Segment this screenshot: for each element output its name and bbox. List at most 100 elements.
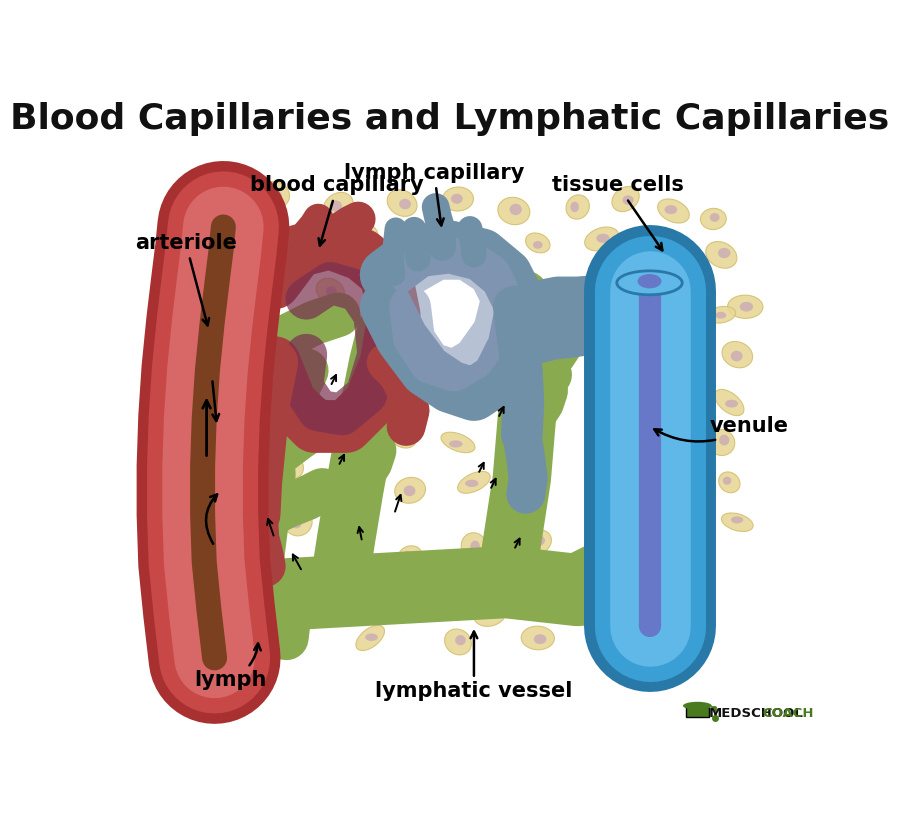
Ellipse shape	[526, 233, 550, 253]
Ellipse shape	[695, 469, 703, 478]
Ellipse shape	[633, 446, 646, 454]
Ellipse shape	[652, 238, 664, 246]
Ellipse shape	[723, 477, 732, 485]
Ellipse shape	[248, 573, 257, 581]
Ellipse shape	[340, 532, 350, 540]
Ellipse shape	[316, 278, 345, 304]
Ellipse shape	[346, 223, 378, 248]
Ellipse shape	[686, 464, 709, 485]
Ellipse shape	[598, 582, 622, 606]
Ellipse shape	[598, 620, 621, 640]
Ellipse shape	[174, 390, 207, 415]
Ellipse shape	[205, 382, 219, 391]
Ellipse shape	[455, 635, 466, 645]
Ellipse shape	[597, 233, 609, 243]
Ellipse shape	[672, 520, 706, 541]
Ellipse shape	[445, 629, 472, 655]
Ellipse shape	[616, 271, 682, 295]
Ellipse shape	[700, 209, 726, 229]
Ellipse shape	[199, 424, 210, 431]
Ellipse shape	[387, 190, 417, 216]
Ellipse shape	[644, 233, 672, 252]
Ellipse shape	[248, 248, 257, 257]
Ellipse shape	[449, 441, 463, 447]
Ellipse shape	[198, 375, 231, 398]
Ellipse shape	[220, 613, 249, 639]
Ellipse shape	[524, 530, 552, 554]
Ellipse shape	[266, 406, 298, 431]
Ellipse shape	[323, 192, 354, 222]
Ellipse shape	[277, 454, 303, 478]
Ellipse shape	[189, 446, 202, 456]
Ellipse shape	[465, 479, 479, 487]
Ellipse shape	[415, 601, 437, 620]
Text: lymph: lymph	[194, 644, 266, 691]
Ellipse shape	[718, 472, 740, 493]
Ellipse shape	[658, 199, 689, 223]
Ellipse shape	[607, 588, 616, 598]
Ellipse shape	[508, 426, 536, 451]
Ellipse shape	[624, 511, 637, 520]
Ellipse shape	[441, 432, 475, 453]
Ellipse shape	[585, 227, 618, 251]
Ellipse shape	[247, 309, 271, 337]
Ellipse shape	[471, 540, 480, 552]
Ellipse shape	[498, 197, 530, 224]
Ellipse shape	[284, 508, 312, 536]
Ellipse shape	[715, 389, 744, 416]
Ellipse shape	[212, 549, 224, 557]
Ellipse shape	[457, 471, 490, 493]
Ellipse shape	[449, 228, 483, 250]
Ellipse shape	[731, 516, 743, 523]
Ellipse shape	[534, 634, 546, 644]
Ellipse shape	[535, 535, 545, 545]
Ellipse shape	[619, 319, 628, 328]
Ellipse shape	[284, 630, 295, 640]
Ellipse shape	[672, 311, 685, 321]
Ellipse shape	[191, 333, 222, 360]
Ellipse shape	[271, 365, 281, 375]
Ellipse shape	[395, 431, 408, 441]
Text: Blood Capillaries and Lymphatic Capillaries: Blood Capillaries and Lymphatic Capillar…	[11, 102, 889, 136]
Ellipse shape	[283, 460, 293, 469]
Ellipse shape	[685, 353, 710, 372]
Ellipse shape	[399, 546, 421, 563]
Ellipse shape	[355, 596, 365, 604]
Ellipse shape	[330, 421, 344, 429]
Ellipse shape	[666, 301, 698, 328]
Ellipse shape	[612, 186, 639, 212]
Ellipse shape	[205, 495, 232, 518]
Ellipse shape	[683, 293, 695, 300]
Ellipse shape	[740, 302, 753, 312]
Text: lymph capillary: lymph capillary	[344, 163, 524, 225]
Ellipse shape	[443, 187, 473, 211]
Ellipse shape	[201, 342, 213, 351]
Text: MEDSCHOOL: MEDSCHOOL	[708, 707, 804, 720]
Text: COACH: COACH	[763, 707, 814, 720]
Ellipse shape	[203, 544, 233, 564]
Ellipse shape	[451, 194, 463, 204]
Ellipse shape	[660, 572, 670, 581]
Ellipse shape	[422, 608, 431, 615]
Ellipse shape	[291, 517, 302, 528]
Ellipse shape	[211, 204, 243, 227]
Ellipse shape	[675, 614, 688, 623]
Ellipse shape	[627, 380, 637, 390]
Ellipse shape	[509, 204, 522, 215]
Ellipse shape	[725, 399, 738, 408]
Ellipse shape	[177, 345, 212, 365]
Ellipse shape	[279, 412, 292, 421]
Ellipse shape	[302, 590, 312, 600]
Ellipse shape	[675, 287, 704, 310]
Ellipse shape	[299, 237, 310, 245]
Text: blood capillary: blood capillary	[250, 176, 424, 246]
Ellipse shape	[403, 551, 411, 558]
Ellipse shape	[652, 568, 679, 589]
Ellipse shape	[718, 248, 731, 258]
Ellipse shape	[196, 249, 225, 269]
Ellipse shape	[189, 417, 217, 436]
Ellipse shape	[395, 478, 426, 503]
Ellipse shape	[207, 461, 218, 468]
Ellipse shape	[614, 313, 637, 332]
Text: lymphatic vessel: lymphatic vessel	[375, 632, 572, 701]
